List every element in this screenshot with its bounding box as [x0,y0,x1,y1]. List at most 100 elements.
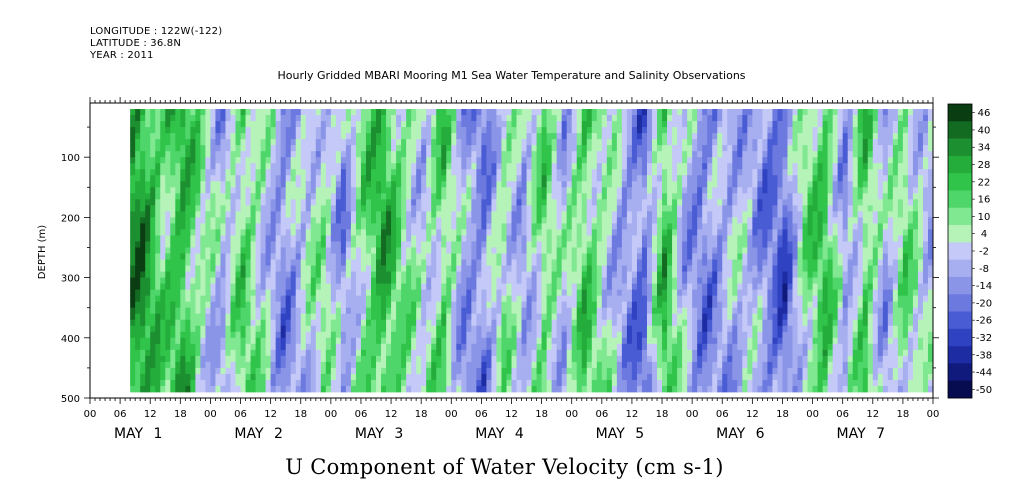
heatmap-cell [411,169,417,176]
heatmap-cell [210,337,216,345]
heatmap-cell [431,217,437,224]
heatmap-cell [536,319,543,327]
heatmap-cell [636,199,643,206]
heatmap-cell [526,229,532,236]
heatmap-cell [411,349,417,357]
heatmap-cell [551,325,558,333]
heatmap-cell [652,373,658,381]
heatmap-cell [611,289,618,297]
heatmap-cell [310,205,317,212]
heatmap-cell [596,271,603,278]
heatmap-cell [426,337,432,345]
heatmap-cell [230,325,236,333]
heatmap-cell [451,121,457,128]
heatmap-cell [310,145,317,152]
heatmap-cell [335,217,342,224]
heatmap-cell [406,343,412,351]
heatmap-cell [295,169,302,176]
heatmap-cell [626,373,633,381]
heatmap-cell [456,133,462,140]
heatmap-cell [451,139,457,146]
heatmap-cell [185,235,191,242]
heatmap-cell [270,247,277,254]
heatmap-cell [240,289,246,297]
heatmap-cell [345,181,352,188]
heatmap-cell [155,301,161,309]
heatmap-cell [365,325,372,333]
heatmap-cell [591,307,598,315]
heatmap-cell [381,229,387,236]
heatmap-cell [371,115,377,122]
heatmap-cell [586,355,593,363]
heatmap-cell [521,373,527,381]
heatmap-cell [481,277,487,285]
heatmap-cell [621,361,628,369]
heatmap-cell [536,337,543,345]
heatmap-cell [160,289,166,297]
heatmap-cell [340,145,347,152]
heatmap-cell [391,337,397,345]
heatmap-cell [531,385,537,393]
heatmap-cell [325,271,332,278]
heatmap-cell [496,301,502,309]
heatmap-cell [285,175,292,182]
heatmap-cell [215,175,221,182]
heatmap-cell [511,307,517,315]
heatmap-cell [571,319,578,327]
heatmap-cell [541,235,548,242]
heatmap-cell [546,277,553,285]
heatmap-cell [611,199,618,206]
heatmap-cell [581,193,588,200]
heatmap-cell [441,211,447,218]
heatmap-cell [431,151,437,158]
heatmap-cell [436,295,442,303]
heatmap-cell [576,109,583,116]
heatmap-cell [406,349,412,357]
heatmap-cell [431,235,437,242]
heatmap-cell [310,181,317,188]
heatmap-cell [396,181,402,188]
heatmap-cell [150,187,156,194]
heatmap-cell [130,253,136,260]
heatmap-cell [210,133,216,140]
heatmap-cell [496,121,502,128]
heatmap-cell [621,259,628,266]
heatmap-cell [200,289,206,297]
heatmap-cell [461,367,467,375]
heatmap-cell [350,115,357,122]
heatmap-cell [646,325,653,333]
heatmap-cell [631,121,638,128]
heatmap-cell [481,157,487,164]
heatmap-cell [165,385,171,393]
heatmap-cell [626,157,633,164]
heatmap-cell [290,199,297,206]
heatmap-cell [220,223,226,230]
heatmap-cell [601,109,608,116]
heatmap-cell [466,199,472,206]
heatmap-cell [185,367,191,375]
heatmap-cell [376,235,382,242]
heatmap-cell [345,211,352,218]
heatmap-cell [285,349,292,357]
heatmap-cell [285,199,292,206]
heatmap-cell [641,277,648,285]
heatmap-cell [461,247,467,254]
heatmap-cell [295,145,302,152]
heatmap-cell [461,145,467,152]
heatmap-cell [230,175,236,182]
heatmap-cell [160,115,166,122]
heatmap-cell [511,289,517,297]
heatmap-cell [516,133,522,140]
heatmap-cell [320,169,327,176]
heatmap-cell [355,361,362,369]
heatmap-cell [175,301,181,309]
heatmap-cell [561,379,568,387]
heatmap-cell [496,193,502,200]
heatmap-cell [571,229,578,236]
heatmap-cell [461,199,467,206]
heatmap-cell [641,223,648,230]
heatmap-cell [350,133,357,140]
heatmap-cell [250,331,256,339]
heatmap-cell [300,283,307,291]
heatmap-cell [265,361,272,369]
